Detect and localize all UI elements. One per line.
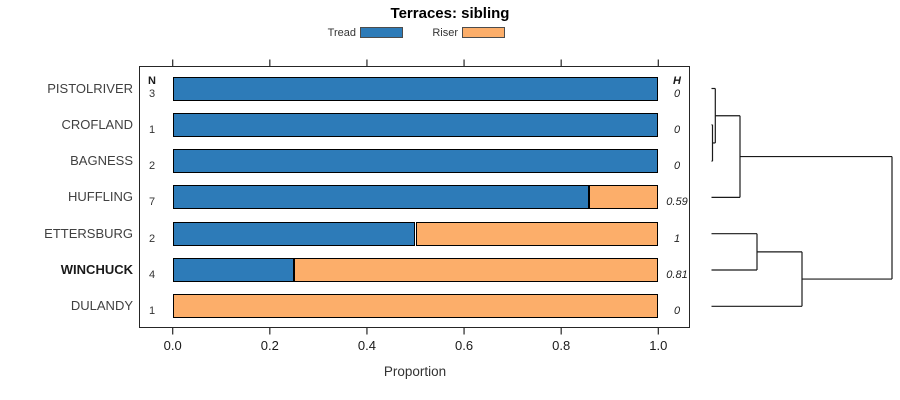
- n-value: 2: [148, 232, 156, 245]
- h-value: 0.59: [666, 196, 688, 209]
- row-label-winchuck: WINCHUCK: [60, 262, 133, 277]
- bar-segment-tread: [172, 149, 659, 174]
- legend-label-riser: Riser: [432, 27, 458, 39]
- bar-segment-riser: [588, 185, 659, 210]
- n-value: 1: [148, 123, 156, 136]
- row-label-pistolriver: PISTOLRIVER: [47, 80, 133, 96]
- n-value: 2: [148, 160, 156, 173]
- row-label-ettersburg: ETTERSBURG: [44, 225, 133, 241]
- x-tick-label: 0.0: [163, 338, 182, 353]
- bar-segment-riser: [172, 294, 659, 319]
- legend-label-tread: Tread: [327, 27, 356, 39]
- row-label-dulandy: DULANDY: [70, 298, 133, 314]
- chart-title: Terraces: sibling: [390, 5, 510, 22]
- h-value: 0: [673, 305, 681, 318]
- x-tick-label: 0.2: [260, 338, 279, 353]
- n-value: 3: [148, 87, 156, 100]
- legend-swatch-tread: [360, 27, 403, 38]
- h-value: 1: [673, 232, 681, 245]
- n-value: 7: [148, 196, 156, 209]
- h-value: 0.81: [666, 269, 688, 281]
- h-column-header: H: [673, 74, 681, 87]
- x-tick-label: 0.6: [455, 338, 474, 353]
- row-label-huffling: HUFFLING: [68, 189, 133, 205]
- bar-segment-tread: [172, 112, 659, 137]
- x-tick-label: 1.0: [649, 338, 668, 353]
- row-label-crofland: CROFLAND: [61, 116, 133, 132]
- x-axis-label: Proportion: [383, 364, 447, 379]
- h-value: 0: [673, 123, 681, 136]
- bar-segment-tread: [172, 185, 589, 210]
- h-value: 0: [673, 87, 681, 100]
- bar-segment-tread: [172, 76, 659, 101]
- bar-segment-riser: [415, 221, 659, 246]
- plot-area: [139, 66, 690, 328]
- x-tick-label: 0.4: [357, 338, 376, 353]
- bar-segment-tread: [172, 258, 295, 282]
- x-tick-label: 0.8: [552, 338, 571, 353]
- n-value: 4: [148, 269, 156, 281]
- h-value: 0: [673, 160, 681, 173]
- bar-segment-riser: [294, 258, 659, 282]
- row-label-bagness: BAGNESS: [70, 153, 133, 169]
- n-value: 1: [148, 305, 156, 318]
- bar-segment-tread: [172, 221, 416, 246]
- n-column-header: N: [148, 74, 156, 87]
- legend-swatch-riser: [462, 27, 505, 38]
